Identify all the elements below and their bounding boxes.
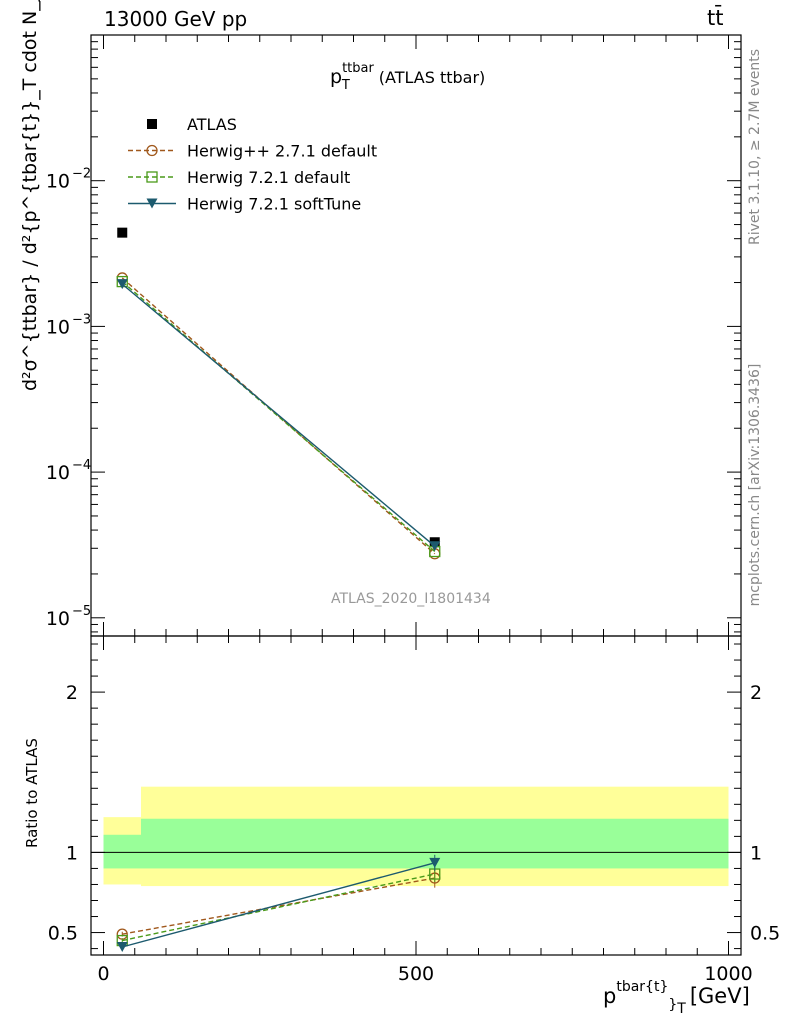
main-y-tick-label: 10 (46, 462, 70, 484)
main-y-tick-exponent: −5 (72, 604, 91, 619)
plot-title: pttbar T (ATLAS ttbar) (330, 61, 486, 93)
ratio-uncertainty-bands (91, 786, 741, 887)
x-label-subsubscript: T (677, 1001, 686, 1017)
x-axis-label: ptbar{t}}T[GeV] (603, 979, 750, 1017)
legend-label-1: Herwig++ 2.7.1 default (187, 142, 377, 161)
ratio-y-tick-label-left: 1 (66, 842, 78, 864)
ratio-y-tick-label-left: 0.5 (48, 923, 78, 945)
ratio-y-axis-label: Ratio to ATLAS (23, 738, 41, 848)
x-label-subscript: } (668, 997, 678, 1013)
x-tick-label: 1000 (704, 963, 752, 985)
title-main: p (330, 66, 343, 88)
analysis-id-label: ATLAS_2020_I1801434 (331, 591, 491, 607)
main-y-tick-exponent: −2 (72, 167, 91, 182)
legend-label-3: Herwig 7.2.1 softTune (187, 195, 361, 214)
ratio-band-green-0 (103, 834, 141, 869)
x-tick-label: 500 (398, 963, 434, 985)
x-tick-label: 0 (97, 963, 109, 985)
ratio-y-tick-label-right: 0.5 (750, 923, 780, 945)
x-label-main: p (603, 984, 617, 1008)
ratio-series-line-0 (122, 877, 435, 935)
main-series-group (116, 227, 441, 560)
ratio-y-tick-label-right: 1 (750, 842, 762, 864)
title-superscript: ttbar (342, 61, 374, 76)
x-label-unit: [GeV] (689, 984, 750, 1008)
ratio-series-group (116, 854, 441, 952)
main-y-tick-label: 10 (46, 316, 70, 338)
x-label-superscript: tbar{t} (616, 979, 669, 995)
main-y-tick-exponent: −3 (72, 312, 91, 327)
legend-marker-2 (146, 171, 158, 183)
main-point-3-1 (429, 541, 441, 552)
ratio-y-tick-label-right: 2 (750, 682, 762, 704)
ratio-series-line-2 (122, 862, 435, 948)
legend: ATLAS Herwig++ 2.7.1 default Herwig 7.2.1 … (128, 115, 377, 214)
ratio-series-line-1 (122, 873, 435, 942)
energy-label: 13000 GeV pp (104, 7, 248, 31)
legend-label-0: ATLAS (187, 115, 237, 134)
ratio-point-2-0 (116, 941, 128, 952)
legend-label-2: Herwig 7.2.1 default (187, 168, 350, 187)
legend-marker-0 (147, 119, 157, 129)
legend-marker-3 (146, 198, 158, 209)
main-y-tick-label: 10 (46, 608, 70, 630)
main-series-line-3 (121, 283, 436, 547)
legend-marker-1 (146, 144, 158, 157)
title-subscript: T (341, 78, 350, 93)
main-point-0-0 (117, 227, 128, 238)
ratio-y-tick-label-left: 2 (66, 682, 78, 704)
main-y-tick-exponent: −4 (72, 458, 91, 473)
ratio-point-2-1 (429, 857, 441, 868)
axis-ticks (91, 34, 741, 955)
main-y-tick-label: 10 (46, 171, 70, 193)
rivet-version-label: Rivet 3.1.10, ≥ 2.7M events (747, 48, 763, 246)
process-label: tt̄ (707, 6, 724, 30)
main-point-3-0 (116, 279, 128, 290)
mcplots-label: mcplots.cern.ch [arXiv:1306.3436] (747, 363, 763, 607)
title-suffix: (ATLAS ttbar) (378, 68, 486, 87)
main-y-axis-label: d²σ^{ttbar} / d²{p^{tbar{t}}_T cdot N_je… (19, 0, 41, 391)
main-series-line-2 (121, 281, 436, 553)
